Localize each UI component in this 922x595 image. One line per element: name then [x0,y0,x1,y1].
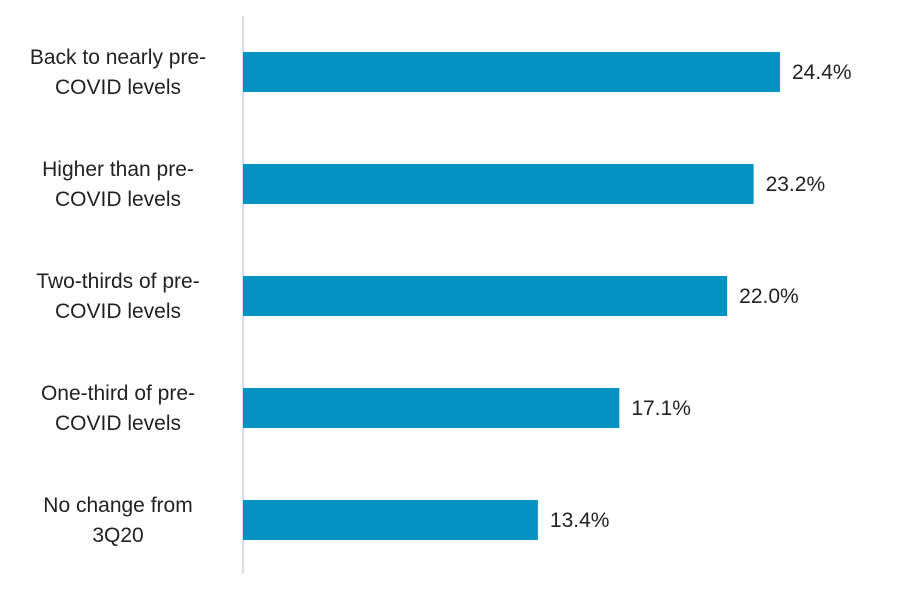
value-labels-layer: 24.4% 23.2% 22.0% 17.1% 13.4% [550,61,852,532]
category-label-3: One-third of pre- COVID levels [41,382,195,435]
category-label-2: Two-thirds of pre- COVID levels [36,270,199,323]
value-label-0: 24.4% [792,61,852,84]
value-label-2: 22.0% [739,285,799,308]
category-label-4-line-0: No change from [43,494,192,517]
category-label-0-line-0: Back to nearly pre- [30,46,206,69]
bar-1 [243,164,754,204]
category-label-0: Back to nearly pre- COVID levels [30,46,206,99]
category-label-0-line-1: COVID levels [55,76,181,99]
category-label-2-line-0: Two-thirds of pre- [36,270,199,293]
value-label-4: 13.4% [550,509,610,532]
category-label-2-line-1: COVID levels [55,300,181,323]
category-label-3-line-0: One-third of pre- [41,382,195,405]
category-label-1-line-1: COVID levels [55,188,181,211]
category-label-4: No change from 3Q20 [43,494,192,547]
category-label-3-line-1: COVID levels [55,412,181,435]
category-label-1: Higher than pre- COVID levels [42,158,194,211]
value-label-1: 23.2% [766,173,826,196]
value-label-3: 17.1% [631,397,691,420]
bars-layer [243,52,780,540]
bar-3 [243,388,620,428]
bar-4 [243,500,538,540]
bar-2 [243,276,728,316]
bar-0 [243,52,780,92]
category-label-4-line-1: 3Q20 [92,524,143,547]
category-label-1-line-0: Higher than pre- [42,158,194,181]
